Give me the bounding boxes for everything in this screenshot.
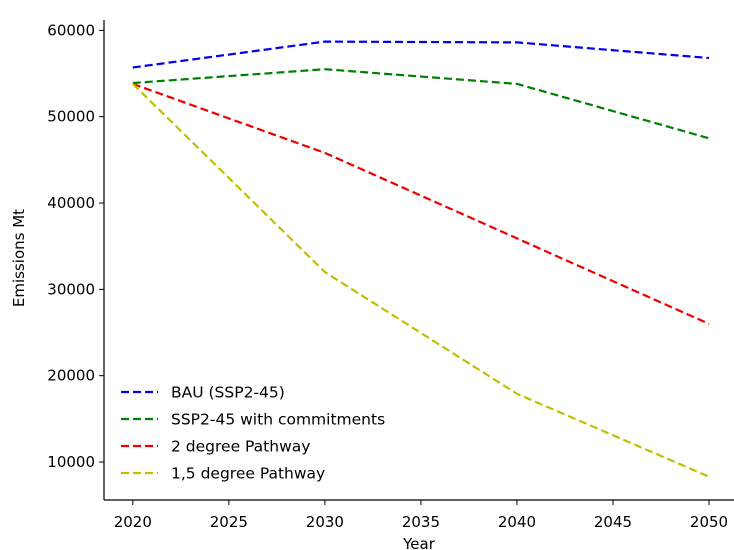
x-tick-label: 2030: [306, 513, 344, 531]
legend-label: SSP2-45 with commitments: [171, 411, 385, 429]
x-tick-label: 2040: [498, 513, 536, 531]
x-axis-label: Year: [402, 535, 436, 550]
series-line-bau-ssp2-45: [132, 40, 710, 69]
series-line-ssp2-45-with-commitments: [132, 68, 710, 140]
y-tick-label: 30000: [47, 280, 95, 298]
x-tick-label: 2050: [690, 513, 728, 531]
y-tick-label: 40000: [47, 194, 95, 212]
x-tick-label: 2020: [114, 513, 152, 531]
series-line-1-5-degree-pathway: [132, 83, 710, 478]
x-axis-ticks: 2020 2025 2030 2035 2040 2045 2050: [114, 500, 728, 531]
plot-area: [132, 40, 710, 478]
y-tick-label: 20000: [47, 367, 95, 385]
legend-label: BAU (SSP2-45): [171, 384, 285, 402]
x-tick-label: 2025: [210, 513, 248, 531]
x-tick-label: 2045: [594, 513, 632, 531]
axes: [103, 20, 734, 501]
y-tick-label: 10000: [47, 453, 95, 471]
y-tick-label: 60000: [47, 21, 95, 39]
legend: BAU (SSP2-45) SSP2-45 with commitments 2 d…: [121, 384, 385, 483]
y-tick-label: 50000: [47, 108, 95, 126]
series-line-2-degree-pathway: [132, 82, 710, 325]
y-axis-ticks: 10000 20000 30000 40000 50000 60000: [47, 21, 104, 471]
legend-label: 1,5 degree Pathway: [171, 465, 325, 483]
y-axis-label: Emissions Mt: [10, 209, 28, 307]
legend-label: 2 degree Pathway: [171, 438, 310, 456]
x-tick-label: 2035: [402, 513, 440, 531]
